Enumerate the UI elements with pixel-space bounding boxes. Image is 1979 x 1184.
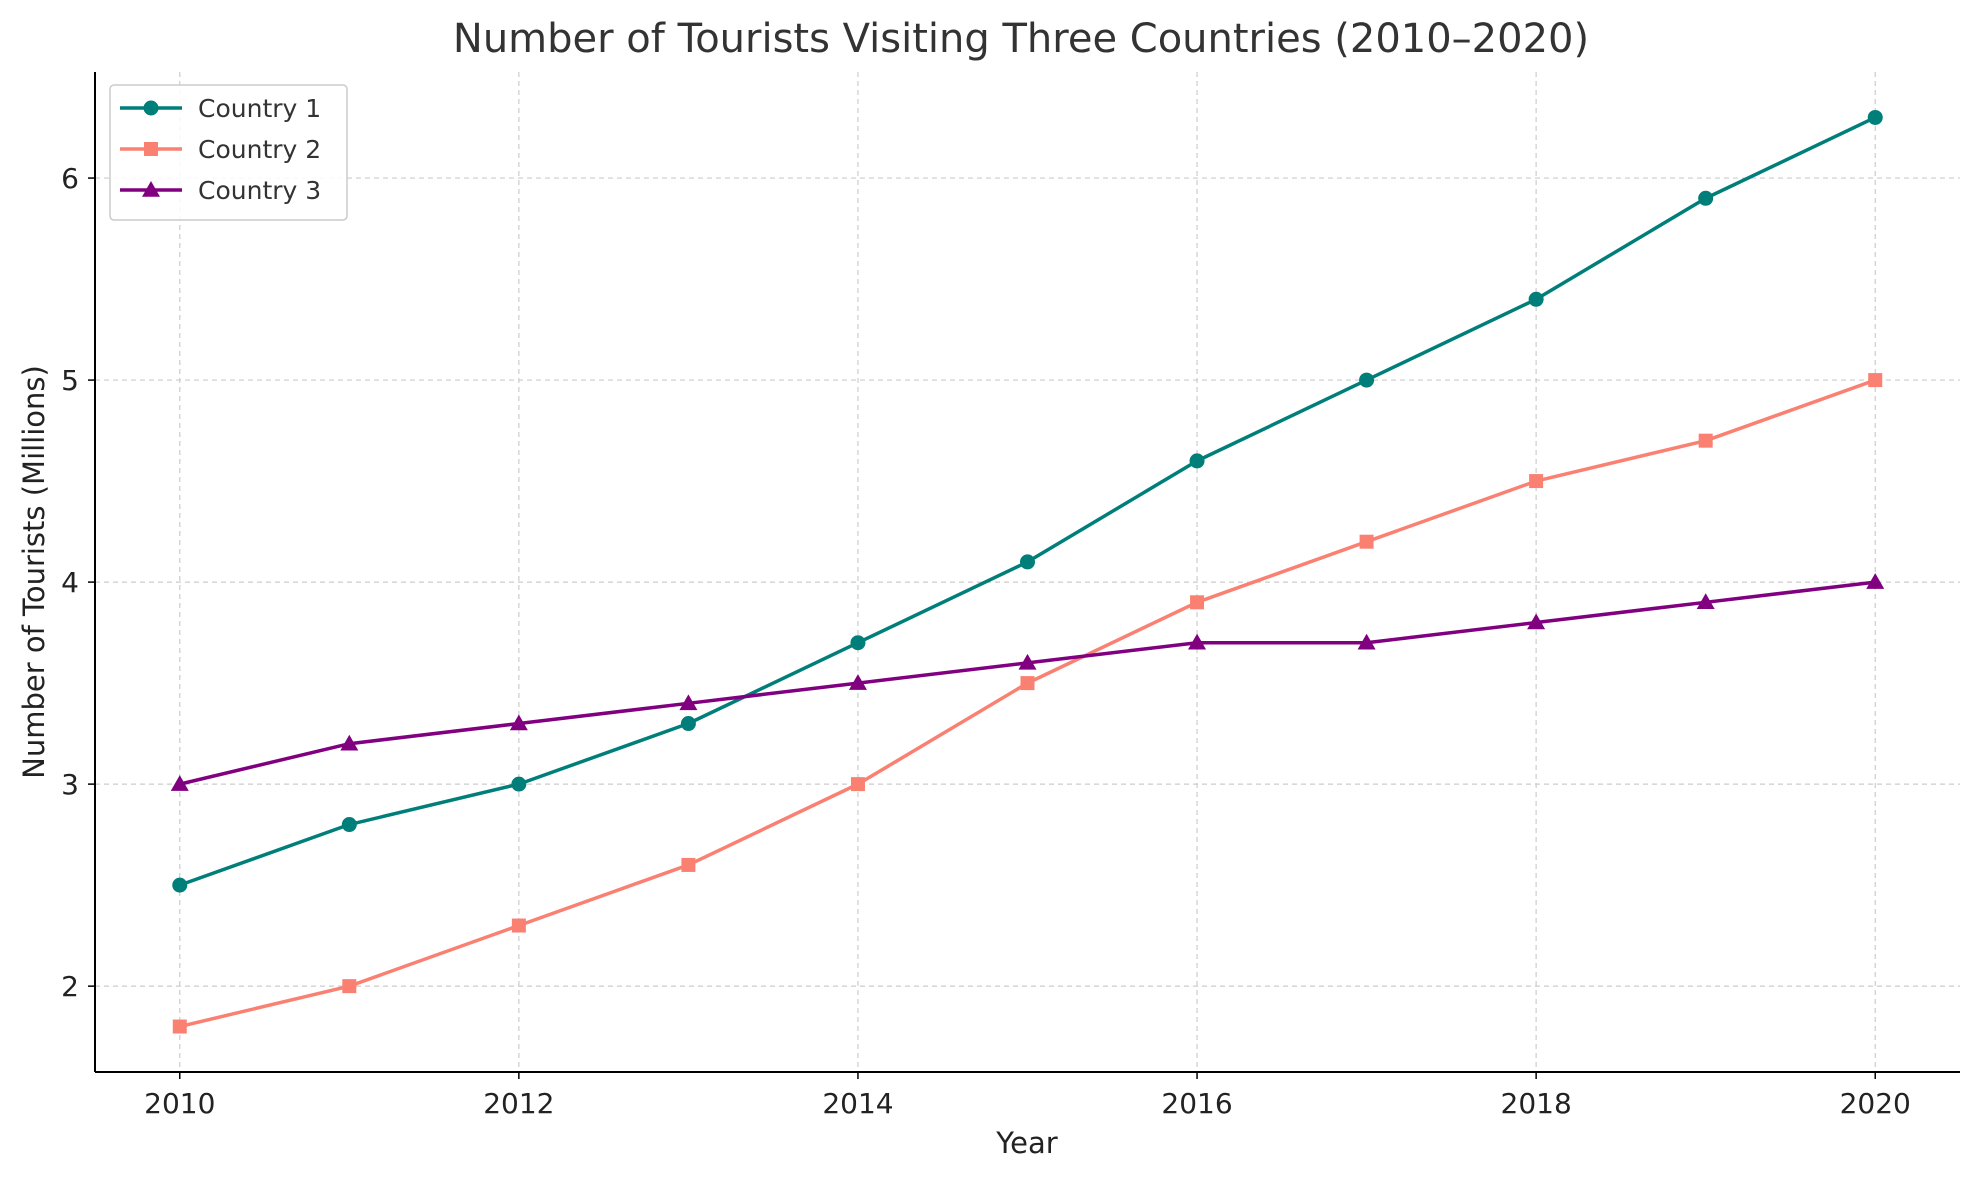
data-point [172,877,188,893]
data-point [679,694,698,711]
legend-label: Country 1 [198,94,321,123]
y-axis-label: Number of Tourists (Millions) [17,365,51,779]
data-point [511,776,527,792]
data-point [1190,595,1205,610]
data-point [1528,291,1544,307]
data-point [1018,653,1037,670]
y-tick-label: 6 [61,162,79,195]
x-tick-label: 2014 [822,1087,893,1120]
y-tick-label: 2 [61,970,79,1003]
data-point [1188,633,1207,650]
chart-title: Number of Tourists Visiting Three Countr… [453,16,1589,62]
x-tick-label: 2012 [483,1087,554,1120]
y-tick-label: 5 [61,364,79,397]
series-1 [172,109,1883,893]
data-point [681,857,696,872]
legend: Country 1 Country 2 Country 3 [109,84,348,221]
legend-label: Country 3 [198,176,321,205]
data-point [1359,372,1375,388]
series-2 [172,373,1883,1034]
grid [95,72,1960,1072]
x-tick-label: 2016 [1161,1087,1232,1120]
y-tick-label: 4 [61,566,79,599]
y-tick-label: 3 [61,768,79,801]
legend-swatch-marker [142,181,160,197]
data-point [1020,676,1035,691]
legend-item: Country 3 [120,176,321,205]
data-point [511,918,526,933]
data-point [680,716,696,732]
series-3 [170,573,1885,791]
legend-item: Country 1 [120,94,321,123]
data-point [848,674,867,690]
legend-swatch-marker [143,100,159,116]
series-lines [170,109,1885,1034]
data-point [1529,474,1544,489]
data-point [1868,373,1883,388]
data-point [340,734,359,751]
data-point [1357,633,1376,650]
tick-labels: 2010 2012 2014 2016 2018 2020 2 3 4 5 6 [61,162,1911,1120]
x-tick-label: 2018 [1501,1087,1572,1120]
data-point [1867,109,1883,125]
data-point [1020,554,1035,570]
legend-box [109,84,348,221]
data-point [850,777,865,792]
data-point [850,635,866,651]
data-point [1698,433,1713,448]
series-line [179,378,1876,1029]
legend-label: Country 2 [198,135,321,164]
data-point [509,714,528,731]
data-point [172,1019,187,1034]
data-point [341,817,357,833]
series-line [179,115,1876,887]
data-point [342,979,357,994]
x-tick-label: 2010 [144,1087,215,1120]
legend-item: Country 2 [120,135,321,164]
legend-swatch-marker [144,142,158,156]
data-point [170,775,189,791]
x-axis-label: Year [995,1126,1057,1160]
data-point [1359,534,1374,549]
data-point [1866,573,1885,589]
data-point [1527,613,1546,630]
data-point [1696,593,1715,610]
data-point [1698,190,1714,206]
axes [94,72,1960,1073]
data-point [1189,453,1205,469]
x-tick-label: 2020 [1840,1087,1911,1120]
